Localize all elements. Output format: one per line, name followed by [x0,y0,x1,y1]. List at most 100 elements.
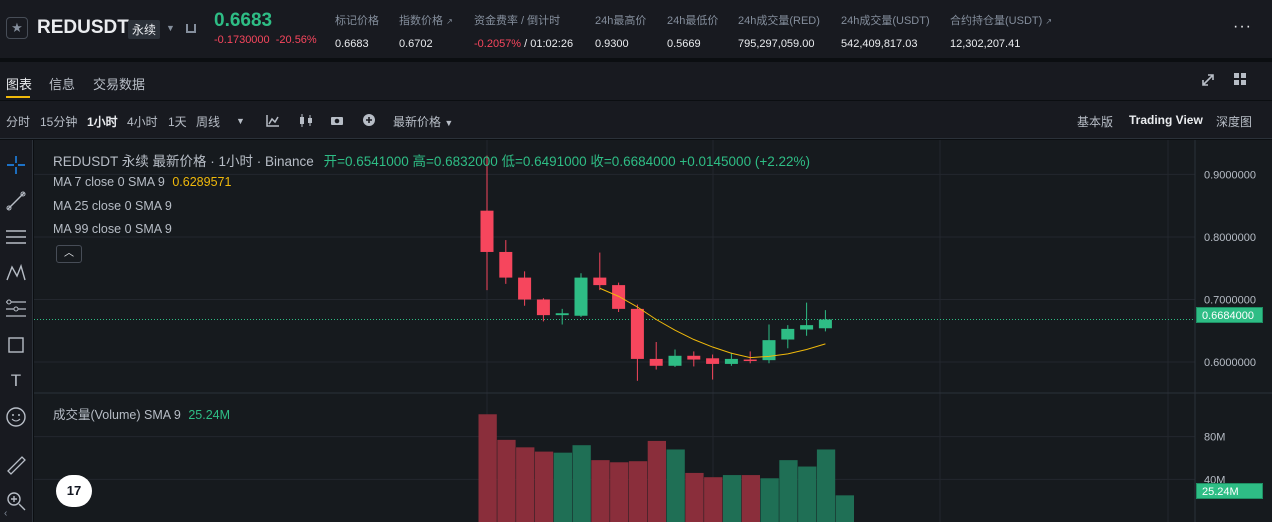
volume-bar-up [760,478,779,522]
volume-bar-down [647,440,666,522]
price-change-pct: -20.56% [275,34,317,46]
ma25-legend[interactable]: MA 25 close 0 SMA 9 [53,199,172,213]
tab-chart[interactable]: 图表 [6,77,33,92]
rectangle-icon[interactable] [5,334,27,356]
interval-timeline[interactable]: 分时 [6,115,31,129]
pattern-icon[interactable] [5,262,27,284]
camera-icon[interactable] [330,115,344,126]
chevron-down-icon[interactable]: ▼ [166,23,175,33]
stat-value: 0.9300 [595,38,629,50]
chart-tabs: 图表 信息 交易数据 [0,62,1272,100]
volume-bar-down [704,477,723,522]
legend-ohlc: 开=0.6541000 高=0.6832000 低=0.6491000 收=0.… [323,154,810,169]
emoji-icon[interactable] [5,406,27,428]
price-tick-label: 0.6000000 [1204,357,1256,369]
volume-tick-label: 80M [1204,432,1225,444]
volume-bar-down [591,460,610,522]
candle-body-down [649,358,663,366]
volume-bar-up [572,445,591,522]
ma99-legend[interactable]: MA 99 close 0 SMA 9 [53,222,172,236]
crosshair-icon[interactable] [5,154,27,176]
trend-line-icon[interactable] [5,190,27,212]
stat-label[interactable]: 资金费率 / 倒计时 [474,15,561,27]
interval-1w[interactable]: 周线 [196,115,221,129]
collapse-sidebar-icon[interactable]: ‹ [4,508,8,519]
candle-body-down [499,251,513,278]
stat-mark-price: 标记价格 0.6683 [335,12,379,50]
candle-body-down [706,358,720,364]
stat-label: 24h最高价 [595,15,647,27]
interval-15m[interactable]: 15分钟 [40,115,78,129]
candle-type-icon[interactable] [298,114,314,127]
candle-body-up [781,328,795,340]
candle-body-down [480,210,494,252]
volume-bar-up [816,449,836,522]
last-price: 0.6683 [214,10,273,31]
interval-4h[interactable]: 4小时 [127,115,158,129]
price-tick-label: 0.8000000 [1204,232,1256,244]
view-tradingview[interactable]: Trading View [1129,113,1203,127]
candle-body-down [518,277,532,300]
collapse-legend-button[interactable]: ︿ [56,245,82,263]
indicator-chart-icon[interactable] [266,114,280,127]
volume-bar-down [741,475,760,522]
price-tick-label: 0.7000000 [1204,294,1256,306]
volume-bar-down [516,447,535,522]
candle-body-up [818,319,832,329]
candle-body-up [555,313,569,316]
volume-bar-up [666,449,685,522]
text-tool-icon[interactable]: T [10,371,22,390]
chart-toolbar: 分时 15分钟 1小时 4小时 1天 周线 ▼ 最新价格 ▼ 基本版 Tradi… [0,101,1272,139]
fib-icon[interactable] [5,298,27,320]
ma7-legend[interactable]: MA 7 close 0 SMA 9 0.6289571 [53,175,231,189]
fullscreen-icon[interactable] [1201,73,1215,87]
stat-value: 0.6683 [335,38,369,50]
horizontal-lines-icon[interactable] [5,226,27,248]
active-tab-underline [6,96,30,98]
candle-body-down [536,299,550,316]
stat-index-price: 指数价格 ↗ 0.6702 [399,12,453,50]
tab-info[interactable]: 信息 [49,77,76,92]
view-depth[interactable]: 深度图 [1216,115,1253,129]
stat-value: 12,302,207.41 [950,38,1021,50]
zoom-in-icon[interactable] [5,490,27,512]
candle-body-up [724,358,738,364]
symbol-info-icon[interactable] [186,24,196,33]
tradingview-logo[interactable]: 17 [56,475,92,507]
add-circle-icon[interactable] [362,113,376,127]
price-tick-label: 0.9000000 [1204,169,1256,181]
stat-value: -0.2057% / 01:02:26 [474,38,573,50]
candle-body-down [687,355,701,360]
stat-label[interactable]: 标记价格 [335,15,379,27]
favorite-star-icon[interactable]: ★ [6,17,28,39]
more-horizontal-icon[interactable]: ··· [1233,18,1252,35]
interval-1d[interactable]: 1天 [168,115,187,129]
price-change: -0.1730000 -20.56% [214,34,317,46]
stat-label[interactable]: 合约持仓量(USDT) ↗ [950,15,1053,27]
stat-label[interactable]: 指数价格 ↗ [399,15,453,27]
stat-funding-rate: 资金费率 / 倒计时 -0.2057% / 01:02:26 [474,12,573,50]
volume-bar-down [497,439,516,522]
price-type-select[interactable]: 最新价格 ▼ [393,115,454,129]
layout-grid-icon[interactable] [1233,72,1247,86]
volume-bar-up [835,495,854,522]
stat-label: 24h成交量(RED) [738,15,820,27]
symbol-name[interactable]: REDUSDT [37,17,129,38]
interval-more-chevron-icon[interactable]: ▼ [236,116,245,126]
stat-label: 24h成交量(USDT) [841,15,930,27]
volume-bar-up [779,460,798,522]
view-basic[interactable]: 基本版 [1077,115,1114,129]
legend-symbol: REDUSDT 永续 最新价格 · 1小时 · Binance [53,154,314,169]
candle-body-up [762,340,776,361]
ruler-icon[interactable] [5,454,27,476]
ma7-line [599,287,826,359]
candle-body-up [800,325,814,330]
chart-legend-title: REDUSDT 永续 最新价格 · 1小时 · Binance 开=0.6541… [53,150,810,170]
stat-24h-high: 24h最高价 0.9300 [595,12,646,50]
volume-bar-down [628,461,648,522]
volume-bar-down [534,451,554,522]
tab-trading-data[interactable]: 交易数据 [93,77,146,92]
interval-1h[interactable]: 1小时 [87,115,118,129]
volume-legend[interactable]: 成交量(Volume) SMA 9 25.24M [53,404,230,423]
